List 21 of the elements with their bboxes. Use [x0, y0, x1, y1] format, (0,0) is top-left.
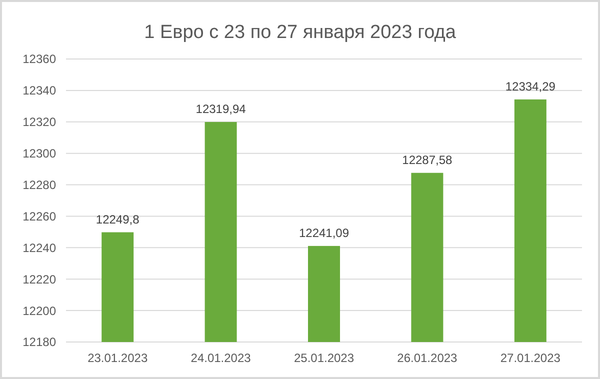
y-tick-label: 12320	[22, 115, 56, 130]
y-tick-label: 12340	[22, 84, 56, 98]
y-tick-label: 12220	[22, 272, 56, 286]
data-label: 12319,94	[196, 102, 246, 116]
data-label: 12241,09	[298, 226, 350, 240]
x-tick-label: 26.01.2023	[397, 351, 458, 365]
data-label: 12249,8	[96, 212, 140, 226]
y-tick-label: 12300	[22, 146, 56, 161]
x-tick-label: 27.01.2023	[500, 351, 561, 365]
y-tick-label: 12240	[22, 240, 56, 255]
x-tick-label: 25.01.2023	[294, 351, 354, 365]
y-tick-label: 12360	[22, 52, 56, 66]
y-tick-label: 12180	[22, 335, 56, 350]
x-tick-label: 23.01.2023	[88, 351, 148, 365]
y-tick-label: 12280	[22, 178, 56, 192]
data-label: 12334,29	[505, 79, 556, 94]
chart-title: 1 Евро с 23 по 27 января 2023 года	[144, 22, 456, 43]
y-tick-label: 12260	[22, 209, 56, 224]
x-tick-label: 24.01.2023	[190, 351, 252, 365]
data-label: 12287,58	[402, 152, 453, 167]
y-tick-label: 12200	[22, 304, 56, 318]
